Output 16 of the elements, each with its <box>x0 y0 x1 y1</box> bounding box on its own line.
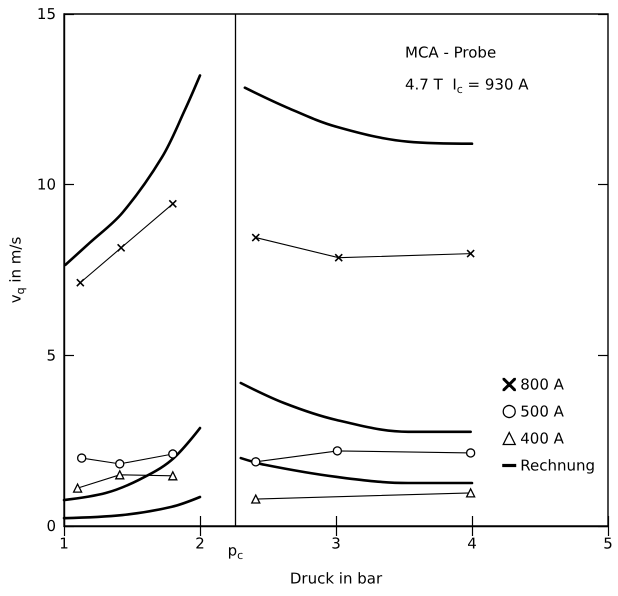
y-tick-label: 5 <box>46 346 56 364</box>
x-tick-label: 4 <box>467 534 477 552</box>
y-tick-label: 0 <box>46 517 56 535</box>
x-axis-title: Druck in bar <box>290 570 383 588</box>
legend-label: 400 A <box>520 430 565 448</box>
legend-label: Rechnung <box>520 456 596 474</box>
annotation: MCA - Probe <box>405 44 496 62</box>
x-tick-label: 5 <box>603 534 613 552</box>
x-tick-label: 1 <box>59 534 69 552</box>
x-tick-label: 2 <box>195 534 205 552</box>
x-tick-label: 3 <box>331 534 341 552</box>
y-axis-title: vq in m/s <box>6 236 28 304</box>
legend-label: 800 A <box>520 376 565 394</box>
legend-label: 500 A <box>520 402 565 420</box>
y-tick-label: 10 <box>36 176 56 194</box>
y-tick-label: 15 <box>36 5 56 23</box>
